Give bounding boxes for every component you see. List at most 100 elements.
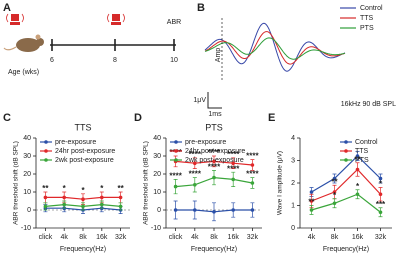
scale-bar (207, 92, 222, 109)
x-tick-label: 32k (115, 234, 127, 241)
chart-title: TTS (75, 122, 92, 132)
mouse-icon (3, 34, 44, 52)
significance: **** (208, 163, 221, 172)
legend-marker (174, 158, 178, 162)
timeline-tick-label: 10 (170, 57, 178, 64)
y-tick-label: 20 (153, 171, 161, 178)
data-point (309, 190, 314, 194)
y-tick-label: 0 (291, 225, 295, 232)
significance: ** (354, 155, 361, 164)
significance: **** (227, 164, 240, 173)
legend-label: PTS (355, 157, 369, 164)
panel-label: C (3, 112, 11, 124)
test-label: ABR (167, 19, 181, 26)
data-point (355, 192, 360, 197)
timeline-tick-label: 8 (113, 57, 117, 64)
x-axis-title: Frequency(Hz) (323, 246, 369, 253)
data-point (309, 208, 314, 212)
data-point (43, 195, 48, 200)
data-point (193, 183, 197, 187)
y-tick-label: 30 (23, 153, 31, 160)
data-point (231, 208, 235, 212)
legend-label: TTS (355, 148, 369, 155)
significance: ** (331, 177, 338, 186)
panel-label: D (134, 112, 142, 124)
legend-label: 24hr post-exposure (185, 148, 245, 155)
y-tick-label: 20 (23, 171, 31, 178)
legend-label: pre-exposure (55, 139, 96, 146)
legend-label: Control (360, 5, 383, 12)
significance: **** (246, 152, 259, 161)
x-tick-label: 32k (247, 234, 259, 241)
legend-label: TTS (360, 15, 374, 22)
significance: ** (42, 184, 49, 193)
series-line (311, 193, 381, 213)
data-point (250, 208, 255, 212)
significance: * (63, 184, 67, 193)
significance: * (333, 191, 337, 200)
waveform-trace (204, 37, 346, 60)
significance: ** (308, 198, 315, 207)
y-axis-title: Wave I amplitude (μV) (277, 151, 284, 215)
data-point (378, 176, 383, 181)
data-point (332, 201, 337, 206)
significance: **** (208, 148, 221, 157)
data-point (43, 204, 48, 209)
data-point (212, 175, 216, 180)
legend-marker (344, 140, 348, 144)
data-point (231, 161, 235, 165)
y-tick-label: 40 (23, 135, 31, 142)
panel-label: B (197, 2, 205, 14)
y-tick-label: 30 (153, 153, 161, 160)
x-axis-title: Frequency(Hz) (60, 246, 106, 253)
y-tick-label: 10 (153, 189, 161, 196)
speaker-icon (6, 13, 24, 25)
data-point (309, 199, 314, 203)
y-tick-label: 0 (27, 207, 31, 214)
data-point (332, 190, 337, 194)
x-tick-label: 8k (210, 234, 218, 241)
series-line (311, 168, 381, 202)
data-point (173, 184, 178, 189)
data-point (250, 163, 255, 167)
x-tick-label: 8k (79, 234, 87, 241)
x-tick-label: 8k (331, 234, 339, 241)
significance: * (81, 186, 85, 195)
data-point (250, 181, 255, 185)
data-point (193, 208, 197, 212)
significance: **** (189, 170, 202, 179)
significance: **** (189, 150, 202, 159)
significance: **** (227, 150, 240, 159)
x-tick-label: click (39, 234, 53, 241)
legend-marker (174, 140, 178, 144)
significance: * (379, 180, 383, 189)
legend-label: PTS (360, 25, 374, 32)
data-point (355, 154, 360, 158)
data-point (100, 202, 104, 207)
y-tick-label: 4 (291, 135, 295, 142)
panel-label: A (3, 2, 11, 14)
significance: *** (376, 200, 386, 209)
legend-marker (344, 158, 348, 162)
data-point (378, 210, 383, 215)
y-tick-label: 10 (23, 189, 31, 196)
legend-label: pre-exposure (185, 139, 226, 146)
panel-label: E (268, 112, 275, 124)
y-tick-label: 0 (157, 207, 161, 214)
legend-label: 24hr post-exposure (55, 148, 115, 155)
legend-marker (174, 149, 178, 153)
x-tick-label: click (169, 234, 183, 241)
x-tick-label: 4k (191, 234, 199, 241)
x-tick-label: 16k (228, 234, 240, 241)
data-point (231, 177, 235, 182)
data-point (212, 210, 216, 214)
speaker-icon (107, 13, 125, 25)
amp-scale: 1μV (193, 97, 206, 104)
legend-marker (44, 149, 48, 153)
x-tick-label: 16k (352, 234, 364, 241)
timeline-tick-label: 6 (50, 57, 54, 64)
y-tick-label: -10 (151, 225, 161, 232)
y-tick-label: 1 (291, 202, 295, 209)
data-point (62, 202, 66, 207)
